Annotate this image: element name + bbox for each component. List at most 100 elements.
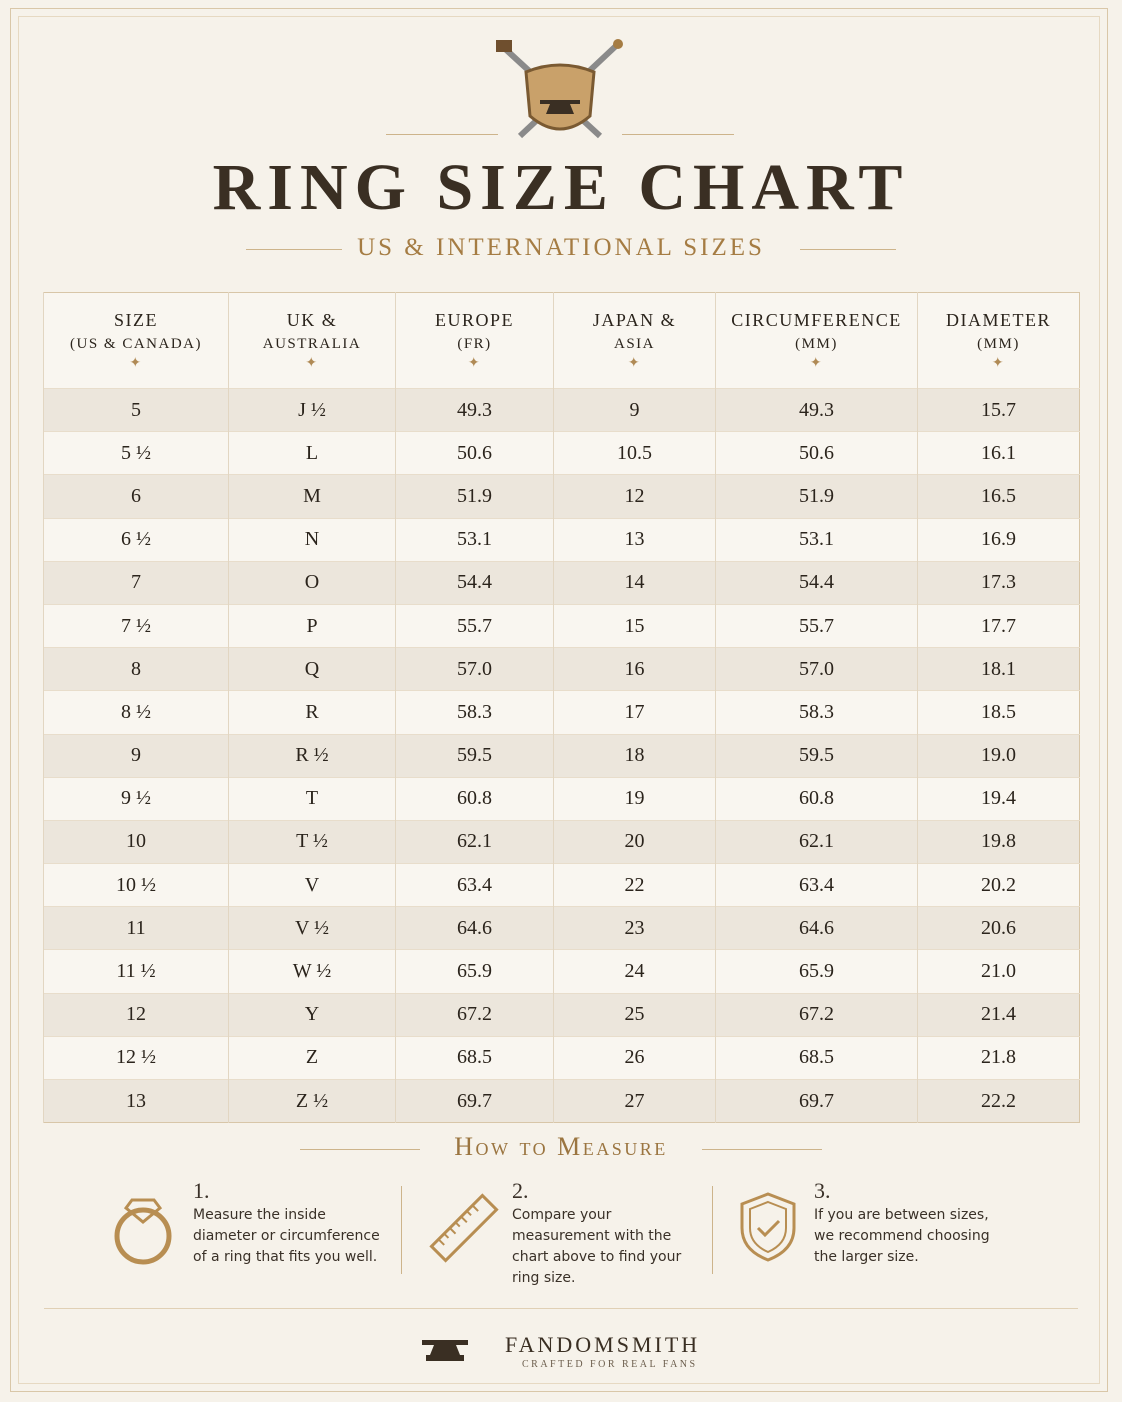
cell: 26	[553, 1035, 716, 1080]
cell: 59.5	[395, 733, 554, 778]
cell: 69.7	[715, 1078, 918, 1123]
header-line: AUSTRALIA	[262, 336, 362, 352]
cell: 15	[553, 603, 716, 648]
cell: 64.6	[395, 906, 554, 950]
crest-icon	[496, 39, 623, 139]
column-header: EUROPE (FR) ✦	[395, 292, 554, 389]
cell: 12	[553, 474, 716, 519]
rule	[44, 1308, 1078, 1309]
cell: 23	[553, 906, 716, 950]
cell: V	[228, 863, 396, 907]
cell: 21.0	[917, 949, 1080, 994]
step: 1. Measure the inside diameter or circumf…	[193, 1180, 383, 1268]
header-line: (MM)	[795, 336, 838, 352]
cell: 16	[553, 647, 716, 691]
cell: 50.6	[715, 431, 918, 475]
size-table: SIZE (US & CANADA) ✦ UK & AUSTRALIA ✦ EUROPE (F…	[43, 292, 1080, 1124]
cell: 27	[553, 1078, 716, 1123]
cell: 10 ½	[43, 863, 229, 907]
cell: 63.4	[395, 863, 554, 907]
header-line: SIZE	[114, 310, 158, 330]
cell: 18.1	[917, 647, 1080, 691]
cell: 10.5	[553, 431, 716, 475]
rule	[386, 134, 498, 135]
header-line: JAPAN &	[592, 310, 677, 330]
cell: 62.1	[715, 819, 918, 864]
cell: 22	[553, 863, 716, 907]
ring-icon	[114, 1198, 172, 1265]
cell: T ½	[228, 819, 396, 864]
cell: 19.8	[917, 819, 1080, 864]
step-text: Compare your measurement with the chart …	[512, 1207, 682, 1286]
cell: 65.9	[715, 949, 918, 994]
cell: 16.5	[917, 474, 1080, 519]
title: RING SIZE CHART	[212, 151, 910, 224]
column-header: CIRCUMFERENCE (MM) ✦	[715, 292, 918, 389]
cell: 59.5	[715, 733, 918, 778]
cell: J ½	[228, 387, 396, 432]
table-row: 13 Z ½ 69.7 27 69.7 22.2	[43, 1078, 1080, 1123]
header-line: EUROPE	[434, 310, 514, 330]
cell: 50.6	[395, 431, 554, 475]
cell: 53.1	[395, 517, 554, 562]
header-line: DIAMETER	[946, 310, 1051, 330]
cell: 62.1	[395, 819, 554, 864]
table-row: 8 ½ R 58.3 17 58.3 18.5	[43, 690, 1080, 734]
cell: 55.7	[715, 603, 918, 648]
cell: 12	[43, 992, 229, 1037]
cell: 6 ½	[43, 517, 229, 562]
cell: 68.5	[715, 1035, 918, 1080]
cell: T	[228, 776, 396, 821]
cell: R	[228, 690, 396, 734]
cell: 18.5	[917, 690, 1080, 734]
cell: 24	[553, 949, 716, 994]
cell: 63.4	[715, 863, 918, 907]
column-header: SIZE (US & CANADA) ✦	[43, 292, 229, 389]
cell: Q	[228, 647, 396, 691]
separator	[712, 1186, 713, 1274]
cell: 58.3	[395, 690, 554, 734]
cell: 18	[553, 733, 716, 778]
table-row: 9 ½ T 60.8 19 60.8 19.4	[43, 776, 1080, 821]
ornament: ✦	[627, 356, 642, 371]
table-row: 12 ½ Z 68.5 26 68.5 21.8	[43, 1035, 1080, 1080]
cell: 51.9	[715, 474, 918, 519]
step-number: 3.	[814, 1178, 831, 1203]
cell: 57.0	[395, 647, 554, 691]
cell: 10	[43, 819, 229, 864]
separator	[401, 1186, 402, 1274]
cell: O	[228, 560, 396, 605]
cell: 67.2	[395, 992, 554, 1037]
cell: 7	[43, 560, 229, 605]
cell: 22.2	[917, 1078, 1080, 1123]
rule	[622, 134, 734, 135]
cell: 21.8	[917, 1035, 1080, 1080]
cell: Z	[228, 1035, 396, 1080]
cell: 60.8	[395, 776, 554, 821]
cell: 53.1	[715, 517, 918, 562]
brand: FANDOMSMITH	[505, 1332, 701, 1357]
header-line: CIRCUMFERENCE	[731, 310, 902, 330]
cell: 57.0	[715, 647, 918, 691]
cell: 7 ½	[43, 603, 229, 648]
step-text: If you are between sizes, we recommend c…	[814, 1207, 990, 1265]
cell: 65.9	[395, 949, 554, 994]
cell: 9	[553, 387, 716, 432]
cell: N	[228, 517, 396, 562]
cell: 12 ½	[43, 1035, 229, 1080]
cell: 9	[43, 733, 229, 778]
cell: 21.4	[917, 992, 1080, 1037]
cell: 67.2	[715, 992, 918, 1037]
cell: 11	[43, 906, 229, 950]
column-header: JAPAN & ASIA ✦	[553, 292, 716, 389]
cell: 16.1	[917, 431, 1080, 475]
cell: 13	[553, 517, 716, 562]
cell: L	[228, 431, 396, 475]
cell: 58.3	[715, 690, 918, 734]
cell: 20.6	[917, 906, 1080, 950]
cell: 17.3	[917, 560, 1080, 605]
cell: 17.7	[917, 603, 1080, 648]
